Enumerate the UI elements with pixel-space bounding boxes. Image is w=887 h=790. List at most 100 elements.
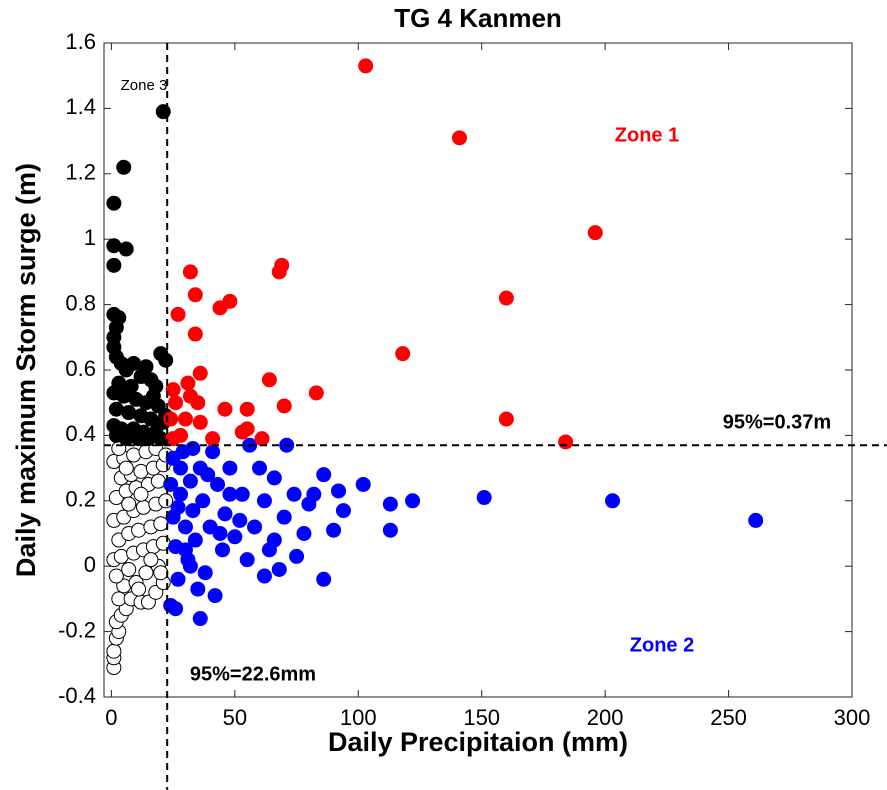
scatter-point [131,522,147,538]
scatter-point [182,264,198,280]
scatter-point [207,588,223,604]
chart-title: TG 4 Kanmen [394,3,562,33]
scatter-point [382,522,398,538]
scatter-point [145,388,161,404]
scatter-point [227,529,243,545]
scatter-point [133,486,149,502]
scatter-point [239,401,255,417]
scatter-point [190,395,206,411]
y-tick-label: -0.2 [58,617,96,642]
scatter-point [143,411,159,427]
scatter-point [133,463,149,479]
scatter-point [355,476,371,492]
scatter-point [195,493,211,509]
scatter-point [177,411,193,427]
scatter-point [108,568,124,584]
scatter-point [168,395,184,411]
scatter-point [150,473,166,489]
scatter-point [187,532,203,548]
x-tick-label: 100 [340,705,377,730]
scatter-point [217,506,233,522]
scatter-point [118,460,134,476]
scatter-point [177,519,193,535]
scatter-point [106,195,122,211]
scatter-point [153,565,169,581]
scatter-point [187,326,203,342]
plot-area [103,42,853,698]
scatter-point [605,493,621,509]
scatter-point [197,565,213,581]
scatter-point [170,571,186,587]
annotation: Zone 2 [630,634,694,656]
scatter-point [177,542,193,558]
scatter-point [205,431,221,447]
scatter-point [113,548,129,564]
scatter-point [276,398,292,414]
scatter-point [210,476,226,492]
scatter-point [126,447,142,463]
scatter-point [271,264,287,280]
scatter-point [185,440,201,456]
scatter-point [106,257,122,273]
y-tick-label: 0.6 [65,356,96,381]
scatter-point [163,476,179,492]
scatter-point [212,300,228,316]
scatter-point [121,561,137,577]
y-tick-label: 1 [84,225,96,250]
scatter-point [331,483,347,499]
scatter-point [217,401,233,417]
scatter-point [158,352,174,368]
scatter-point [118,241,134,257]
scatter-point [222,486,238,502]
scatter-point [308,385,324,401]
x-tick-label: 250 [710,705,747,730]
scatter-point [239,552,255,568]
scatter-point [405,493,421,509]
scatter-point [316,571,332,587]
scatter-point [256,493,272,509]
scatter-point [182,473,198,489]
scatter-point [138,565,154,581]
scatter-point [476,490,492,506]
y-tick-label: 1.4 [65,94,96,119]
scatter-point [222,460,238,476]
scatter-point [382,496,398,512]
scatter-point [498,411,514,427]
scatter-point [163,411,179,427]
scatter-point [192,414,208,430]
scatter-point [168,601,184,617]
scatter-point [358,58,374,74]
scatter-point [252,460,268,476]
scatter-point [192,611,208,627]
scatter-point [118,362,134,378]
x-tick-label: 200 [587,705,624,730]
x-tick-label: 300 [834,705,871,730]
y-tick-label: -0.4 [58,683,96,708]
scatter-point [182,558,198,574]
scatter-point [289,548,305,564]
y-tick-label: 0.2 [65,487,96,512]
scatter-point [121,405,137,421]
scatter-point [212,526,228,541]
scatter-point [335,503,351,519]
scatter-point [131,581,147,597]
scatter-point [143,552,159,568]
scatter-point [153,516,169,532]
scatter-point [185,503,201,519]
scatter-point [165,431,181,447]
scatter-point [256,568,272,584]
scatter-point [558,434,574,450]
scatter-point [200,467,216,483]
y-axis-label: Daily maximum Storm surge (m) [11,163,41,577]
scatter-point [190,581,206,597]
scatter-point [451,130,467,146]
scatter-point [165,382,181,398]
scatter-point [286,486,302,502]
scatter-point [326,522,342,538]
scatter-point [170,306,186,322]
annotation: Zone 3 [121,77,168,94]
x-axis-label: Daily Precipitaion (mm) [328,727,628,757]
scatter-point [116,388,132,404]
scatter-point [296,526,312,541]
